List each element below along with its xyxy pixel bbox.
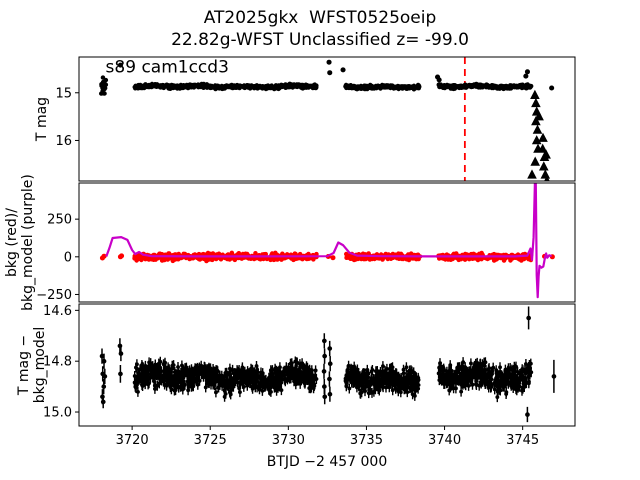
panel-bkg-frame — [78, 182, 576, 303]
y-axis-label-bkg: bkg (red)/ — [4, 208, 20, 277]
y-tick-label: 14.6 — [43, 304, 72, 319]
x-tick-label: 3735 — [350, 433, 383, 448]
panel-tmag-data — [99, 57, 555, 181]
panel-detrended: 14.6 14.8 15.0 T mag − bkg_model — [16, 303, 576, 427]
panel-detrended-frame — [78, 303, 576, 427]
y-tick-label: 15 — [55, 86, 72, 101]
y-axis-label-detrended: T mag − — [16, 335, 32, 396]
detrended-isolated-points — [99, 315, 557, 417]
y-tick-label: 15.0 — [43, 406, 72, 421]
figure-title-line1: AT2025gkx WFST0525oeip — [203, 8, 437, 28]
detrended-scatter-band — [132, 359, 534, 399]
x-axis: 3720 3725 3730 3735 3740 3745 — [116, 426, 539, 448]
y-tick-label: −250 — [36, 288, 72, 303]
tmag-scatter-band — [132, 81, 534, 92]
panel-bkg: 250 0 −250 bkg (red)/bkg_model (purple) — [4, 174, 576, 311]
x-tick-label: 3725 — [194, 433, 227, 448]
upper-limit-triangles — [527, 89, 551, 181]
panel-bkg-data — [99, 183, 555, 299]
x-tick-label: 3730 — [272, 433, 305, 448]
y-axis-label-bkg: bkg_model (purple) — [20, 174, 36, 311]
panel-tmag-frame — [78, 56, 576, 182]
bkg-model-line — [105, 183, 552, 299]
figure-title-line2: 22.82g-WFST Unclassified z= -99.0 — [171, 30, 469, 50]
panel-detrended-data — [99, 306, 557, 423]
sector-camera-annotation: s89 cam1ccd3 — [106, 57, 229, 77]
y-tick-label: 14.8 — [43, 355, 72, 370]
y-tick-label: 16 — [55, 134, 72, 149]
x-tick-label: 3740 — [428, 433, 461, 448]
x-axis-label: BTJD −2 457 000 — [266, 454, 388, 470]
panel-tmag: 15 16 T mag s89 cam1ccd3 — [34, 56, 576, 182]
y-axis-label-tmag: T mag — [34, 97, 50, 142]
y-tick-label: 250 — [47, 213, 72, 228]
y-axis-label-detrended: bkg_model — [32, 327, 48, 403]
x-tick-label: 3745 — [506, 433, 539, 448]
tmag-isolated-points — [117, 59, 555, 91]
x-tick-label: 3720 — [116, 433, 149, 448]
tmag-start-cluster — [99, 75, 109, 96]
y-tick-label: 0 — [64, 250, 72, 265]
